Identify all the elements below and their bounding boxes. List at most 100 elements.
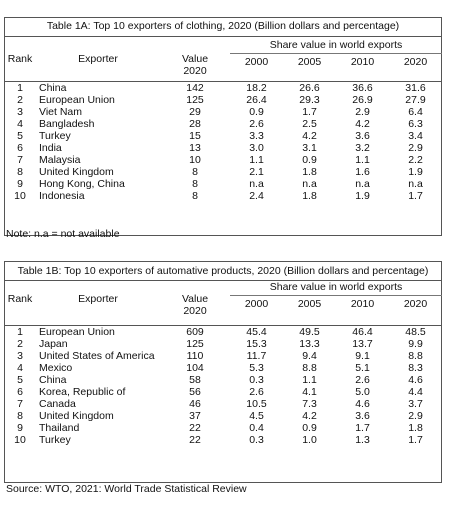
share-2020-cell: 1.9 (408, 165, 423, 178)
header-value-year: 2020 (183, 65, 207, 77)
share-2020-cell: 2.9 (408, 409, 423, 422)
header-share: Share value in world exports (230, 39, 442, 54)
table-1b-caption: Table 1B: Top 10 exporters of automative… (17, 265, 429, 277)
exporter-cell: United States of America (39, 349, 155, 362)
value-cell: 8 (192, 189, 198, 202)
share-2010-cell: 5.1 (355, 361, 370, 374)
rank-cell: 2 (17, 93, 23, 106)
rank-cell: 8 (17, 409, 23, 422)
rank-cell: 6 (17, 385, 23, 398)
share-2005-cell: 7.3 (302, 397, 317, 410)
value-cell: 56 (189, 385, 201, 398)
share-2010-cell: 46.4 (336, 324, 389, 338)
rank-cell: 4 (17, 117, 23, 130)
value-cell: 110 (186, 349, 204, 362)
share-2005-cell: 1.0 (302, 433, 317, 446)
share-2000-cell: 2.4 (249, 189, 264, 202)
table-1b-caption-rule (4, 280, 442, 281)
share-2010-cell: 4.6 (355, 397, 370, 410)
share-2000-cell: 4.5 (249, 409, 264, 422)
value-cell: 46 (189, 397, 201, 410)
share-2005-cell: 2.5 (302, 117, 317, 130)
share-2010-cell: n.a (355, 177, 370, 190)
rank-cell: 2 (17, 337, 23, 350)
table-row: 2 European Union 125 26.4 29.3 26.9 27.9 (4, 94, 442, 106)
share-2000-cell: 11.7 (246, 349, 267, 362)
rank-cell: 5 (17, 373, 23, 386)
share-2020-cell: 4.6 (408, 373, 423, 386)
share-2005-cell: 1.8 (302, 189, 317, 202)
share-2010-cell: 3.6 (355, 129, 370, 142)
rank-cell: 10 (14, 433, 26, 446)
rank-cell: 3 (17, 105, 23, 118)
rank-cell: 9 (17, 421, 23, 434)
header-value-label: Value (181, 293, 209, 305)
share-2000-cell: 2.6 (249, 385, 264, 398)
share-2010-cell: 2.6 (355, 373, 370, 386)
header-rank: Rank (7, 293, 33, 305)
share-2020-cell: 6.4 (408, 105, 423, 118)
share-2020-cell: n.a (408, 177, 423, 190)
share-2020-cell: 1.7 (408, 189, 423, 202)
share-2020-cell: 3.7 (408, 397, 423, 410)
share-2000-cell: 15.3 (246, 337, 267, 350)
share-2005-cell: 0.9 (302, 421, 317, 434)
value-cell: 13 (189, 141, 201, 154)
share-2010-cell: 26.9 (352, 93, 373, 106)
rank-cell: 4 (17, 361, 23, 374)
share-2005-cell: 26.6 (283, 80, 336, 94)
value-cell: 29 (189, 105, 201, 118)
table-row: 8 United Kingdom 37 4.5 4.2 3.6 2.9 (4, 410, 442, 422)
share-2000-cell: 0.9 (249, 105, 264, 118)
table-row: 1 European Union 609 45.4 49.5 46.4 48.5 (4, 324, 442, 338)
table-row: 3 Viet Nam 29 0.9 1.7 2.9 6.4 (4, 106, 442, 118)
value-cell: 8 (192, 177, 198, 190)
table-1a-body: 1 China 142 18.2 26.6 36.6 31.6 2 European Union… (4, 80, 442, 202)
share-2000-cell: 3.0 (249, 141, 264, 154)
source-note: Source: WTO, 2021: World Trade Statistic… (6, 483, 247, 495)
share-2000-cell: 45.4 (230, 324, 283, 338)
share-2000-cell: 3.3 (249, 129, 264, 142)
value-cell: 142 (160, 80, 230, 94)
rank-cell: 7 (17, 397, 23, 410)
table-row: 5 Turkey 15 3.3 4.2 3.6 3.4 (4, 130, 442, 142)
header-year-2020: 2020 (403, 55, 428, 68)
share-2020-cell: 48.5 (389, 324, 442, 338)
exporter-cell: Bangladesh (39, 117, 95, 130)
exporter-cell: Korea, Republic of (39, 385, 126, 398)
share-2005-cell: 1.8 (302, 165, 317, 178)
rank-cell: 10 (14, 189, 26, 202)
share-2005-cell: n.a (302, 177, 317, 190)
table-row: 6 India 13 3.0 3.1 3.2 2.9 (4, 142, 442, 154)
header-exporter: Exporter (78, 293, 118, 305)
share-2005-cell: 49.5 (283, 324, 336, 338)
rank-cell: 6 (17, 141, 23, 154)
table-row: 10 Turkey 22 0.3 1.0 1.3 1.7 (4, 434, 442, 446)
table-row: 8 United Kingdom 8 2.1 1.8 1.6 1.9 (4, 166, 442, 178)
share-2010-cell: 13.7 (352, 337, 373, 350)
share-2005-cell: 3.1 (302, 141, 317, 154)
share-2010-cell: 9.1 (355, 349, 370, 362)
exporter-cell: Turkey (39, 433, 71, 446)
table-row: 9 Hong Kong, China 8 n.a n.a n.a n.a (4, 178, 442, 190)
share-2005-cell: 8.8 (302, 361, 317, 374)
value-cell: 104 (186, 361, 204, 374)
header-value-year: 2020 (183, 305, 207, 317)
table-row: 4 Bangladesh 28 2.6 2.5 4.2 6.3 (4, 118, 442, 130)
header-year-2005: 2005 (297, 297, 322, 310)
share-2000-cell: 2.6 (249, 117, 264, 130)
share-2000-cell: 2.1 (249, 165, 264, 178)
share-2000-cell: 0.3 (249, 373, 264, 386)
header-value: Value 2020 (160, 281, 230, 325)
exporter-cell: China (36, 80, 160, 94)
share-2005-cell: 0.9 (302, 153, 317, 166)
table-row: 2 Japan 125 15.3 13.3 13.7 9.9 (4, 338, 442, 350)
exporter-cell: Indonesia (39, 189, 85, 202)
table-1b-body: 1 European Union 609 45.4 49.5 46.4 48.5 2 Japan… (4, 324, 442, 446)
share-2010-cell: 1.7 (355, 421, 370, 434)
header-year-2005: 2005 (297, 55, 322, 68)
share-2000-cell: n.a (249, 177, 264, 190)
value-cell: 37 (189, 409, 201, 422)
exporter-cell: Hong Kong, China (39, 177, 125, 190)
value-cell: 15 (189, 129, 201, 142)
